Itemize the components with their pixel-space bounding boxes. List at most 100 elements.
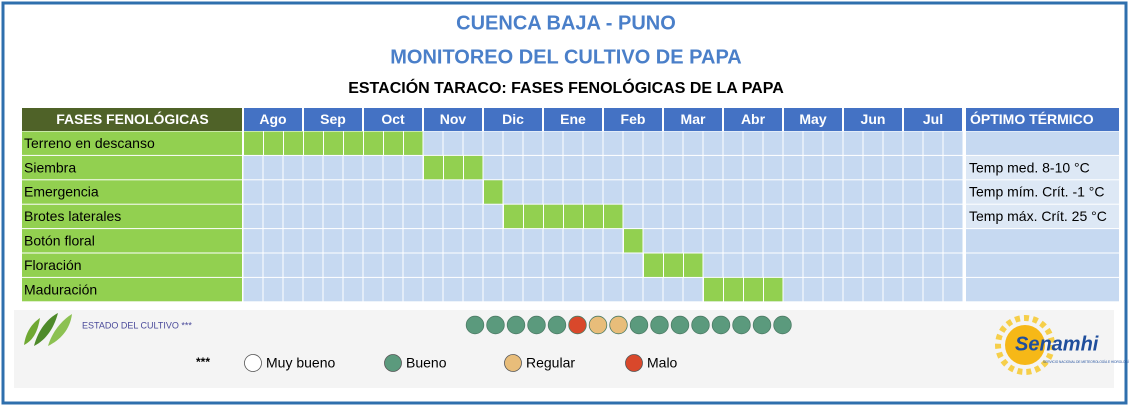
calendar-cell	[763, 155, 783, 180]
calendar-cell	[663, 204, 683, 229]
calendar-cell	[323, 277, 343, 302]
optimum-text: Temp máx. Crít. 25 °C	[969, 208, 1107, 224]
calendar-cell	[943, 253, 963, 277]
calendar-cell	[923, 131, 943, 155]
calendar-cell	[803, 277, 823, 302]
phase-span	[643, 253, 703, 277]
month-header-text: Dic	[502, 111, 524, 127]
calendar-cell	[763, 204, 783, 229]
calendar-cell	[903, 180, 923, 204]
calendar-cell	[583, 229, 603, 253]
calendar-cell	[563, 229, 583, 253]
calendar-cell	[903, 253, 923, 277]
status-dot	[773, 315, 792, 335]
calendar-cell	[923, 180, 943, 204]
logo-tagline: SERVICIO NACIONAL DE METEOROLOGÍA E HIDR…	[1043, 359, 1129, 364]
calendar-cell	[423, 204, 443, 229]
calendar-cell	[283, 155, 303, 180]
calendar-cell	[523, 229, 543, 253]
calendar-cell	[923, 253, 943, 277]
calendar-cell	[343, 277, 363, 302]
calendar-cell	[523, 131, 543, 155]
calendar-cell	[563, 253, 583, 277]
calendar-cell	[703, 155, 723, 180]
calendar-cell	[863, 204, 883, 229]
phase-span	[423, 155, 483, 180]
calendar-cell	[383, 277, 403, 302]
calendar-cell	[663, 180, 683, 204]
calendar-cell	[403, 229, 423, 253]
calendar-cell	[623, 155, 643, 180]
calendar-cell	[803, 204, 823, 229]
calendar-cell	[623, 180, 643, 204]
month-header	[664, 108, 722, 131]
calendar-cell	[363, 277, 383, 302]
calendar-cell	[803, 253, 823, 277]
calendar-cell	[703, 180, 723, 204]
calendar-cell	[623, 277, 643, 302]
phase-cell	[22, 155, 242, 180]
calendar-cell	[543, 155, 563, 180]
legend-label: Regular	[526, 355, 575, 371]
month-header	[844, 108, 902, 131]
calendar-cell	[623, 253, 643, 277]
calendar-cell	[883, 204, 903, 229]
calendar-cell	[383, 253, 403, 277]
calendar-cell	[263, 253, 283, 277]
calendar-cell	[763, 131, 783, 155]
calendar-cell	[583, 131, 603, 155]
phase-cell	[22, 277, 242, 302]
month-header-text: Jun	[861, 111, 886, 127]
calendar-cell	[483, 155, 503, 180]
calendar-cell	[463, 180, 483, 204]
calendar-cell	[463, 253, 483, 277]
calendar-cell	[423, 180, 443, 204]
calendar-cell	[843, 155, 863, 180]
calendar-cell	[743, 155, 763, 180]
calendar-cell	[423, 131, 443, 155]
calendar-cell	[603, 277, 623, 302]
status-dot	[711, 315, 731, 335]
calendar-cell	[663, 277, 683, 302]
legend-swatch	[384, 354, 402, 372]
calendar-cell	[583, 253, 603, 277]
calendar-cell	[583, 155, 603, 180]
calendar-cell	[843, 277, 863, 302]
calendar-cell	[903, 131, 923, 155]
calendar-cell	[783, 180, 803, 204]
status-dot	[527, 315, 546, 335]
calendar-cell	[523, 155, 543, 180]
calendar-cell	[503, 229, 523, 253]
optimum-text: Temp mím. Crít. -1 °C	[969, 184, 1105, 200]
calendar-cell	[283, 253, 303, 277]
calendar-cell	[383, 180, 403, 204]
calendar-cell	[783, 155, 803, 180]
calendar-cell	[543, 253, 563, 277]
calendar-cell	[463, 131, 483, 155]
calendar-cell	[823, 204, 843, 229]
calendar-cell	[263, 155, 283, 180]
calendar-cell	[583, 180, 603, 204]
calendar-cell	[643, 180, 663, 204]
month-header	[904, 108, 962, 131]
calendar-cell	[823, 180, 843, 204]
calendar-cell	[843, 180, 863, 204]
calendar-cell	[283, 277, 303, 302]
phase-label: Terreno en descanso	[24, 135, 155, 151]
optimum-header	[966, 108, 1119, 131]
calendar-cell	[843, 204, 863, 229]
calendar-cell	[723, 155, 743, 180]
calendar-cell	[343, 155, 363, 180]
calendar-cell	[623, 131, 643, 155]
calendar-cell	[343, 253, 363, 277]
calendar-cell	[723, 180, 743, 204]
calendar-cell	[643, 155, 663, 180]
calendar-cell	[443, 277, 463, 302]
calendar-cell	[723, 229, 743, 253]
calendar-cell	[863, 180, 883, 204]
calendar-cell	[283, 204, 303, 229]
calendar-cell	[943, 204, 963, 229]
calendar-cell	[443, 180, 463, 204]
calendar-cell	[643, 277, 663, 302]
calendar-cell	[883, 229, 903, 253]
